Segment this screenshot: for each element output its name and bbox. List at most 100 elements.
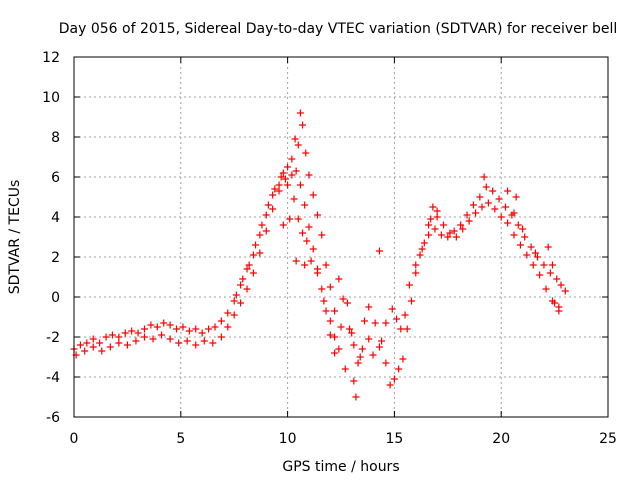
data-point bbox=[365, 303, 373, 311]
data-point bbox=[269, 205, 277, 213]
data-point bbox=[179, 323, 187, 331]
data-point bbox=[390, 375, 398, 383]
data-point bbox=[510, 209, 518, 217]
y-tick-label: 6 bbox=[51, 170, 60, 186]
data-point bbox=[472, 209, 480, 217]
data-point bbox=[301, 261, 309, 269]
data-point bbox=[288, 155, 296, 163]
data-point bbox=[407, 297, 415, 305]
data-point bbox=[416, 251, 424, 259]
data-point bbox=[252, 241, 260, 249]
data-point bbox=[102, 333, 110, 341]
x-tick-label: 15 bbox=[385, 431, 403, 447]
data-point bbox=[166, 335, 174, 343]
data-point bbox=[258, 221, 266, 229]
data-point bbox=[476, 193, 484, 201]
data-point bbox=[106, 343, 114, 351]
data-point bbox=[296, 109, 304, 117]
data-point bbox=[166, 321, 174, 329]
data-point bbox=[354, 359, 362, 367]
data-point bbox=[209, 339, 217, 347]
data-point bbox=[512, 193, 520, 201]
data-point bbox=[294, 215, 302, 223]
data-point bbox=[245, 261, 253, 269]
data-point bbox=[433, 213, 441, 221]
data-point bbox=[388, 305, 396, 313]
data-point bbox=[446, 229, 454, 237]
data-point bbox=[173, 325, 181, 333]
data-point bbox=[459, 225, 467, 233]
data-point bbox=[230, 297, 238, 305]
data-point bbox=[510, 231, 518, 239]
data-point bbox=[192, 341, 200, 349]
data-point bbox=[482, 183, 490, 191]
data-point bbox=[291, 135, 299, 143]
data-point bbox=[158, 331, 166, 339]
data-point bbox=[497, 213, 505, 221]
data-point bbox=[262, 227, 270, 235]
data-point bbox=[305, 171, 313, 179]
data-point bbox=[318, 285, 326, 293]
data-point bbox=[322, 307, 330, 315]
data-point bbox=[292, 257, 300, 265]
data-point bbox=[269, 191, 277, 199]
data-point bbox=[358, 345, 366, 353]
y-tick-label: -6 bbox=[46, 410, 60, 426]
y-tick-label: 0 bbox=[51, 290, 60, 306]
data-point bbox=[243, 265, 251, 273]
data-point bbox=[375, 247, 383, 255]
data-point bbox=[478, 203, 486, 211]
data-point bbox=[288, 171, 296, 179]
axis-ticks bbox=[73, 56, 609, 418]
data-point bbox=[132, 337, 140, 345]
data-point bbox=[89, 335, 97, 343]
data-point bbox=[318, 231, 326, 239]
data-point bbox=[546, 269, 554, 277]
data-point bbox=[412, 261, 420, 269]
data-points bbox=[70, 109, 569, 401]
data-point bbox=[284, 181, 292, 189]
data-point bbox=[108, 331, 116, 339]
data-point bbox=[356, 353, 364, 361]
data-point bbox=[561, 287, 569, 295]
data-point bbox=[360, 317, 368, 325]
data-point bbox=[335, 345, 343, 353]
data-point bbox=[198, 329, 206, 337]
data-point bbox=[542, 285, 550, 293]
data-point bbox=[115, 333, 123, 341]
data-point bbox=[365, 335, 373, 343]
data-point bbox=[121, 329, 129, 337]
data-point bbox=[534, 253, 542, 261]
data-point bbox=[548, 261, 556, 269]
plot-frame bbox=[73, 56, 609, 418]
data-point bbox=[350, 341, 358, 349]
data-point bbox=[346, 325, 354, 333]
data-point bbox=[224, 323, 232, 331]
data-point bbox=[544, 243, 552, 251]
chart-title: Day 056 of 2015, Sidereal Day-to-day VTE… bbox=[59, 21, 618, 37]
data-point bbox=[331, 349, 339, 357]
data-point bbox=[375, 343, 383, 351]
data-point bbox=[96, 339, 104, 347]
data-point bbox=[185, 327, 193, 335]
data-point bbox=[249, 251, 257, 259]
data-point bbox=[147, 321, 155, 329]
data-point bbox=[343, 299, 351, 307]
data-point bbox=[243, 285, 251, 293]
data-point bbox=[504, 219, 512, 227]
data-point bbox=[160, 319, 168, 327]
data-point bbox=[557, 281, 565, 289]
data-point bbox=[89, 343, 97, 351]
data-point bbox=[314, 269, 322, 277]
data-point bbox=[292, 167, 300, 175]
data-point bbox=[465, 217, 473, 225]
data-point bbox=[281, 175, 289, 183]
data-point bbox=[320, 297, 328, 305]
data-point bbox=[516, 241, 524, 249]
data-point bbox=[341, 365, 349, 373]
x-axis-label: GPS time / hours bbox=[282, 459, 399, 475]
data-point bbox=[431, 225, 439, 233]
grid-lines bbox=[74, 57, 608, 417]
data-point bbox=[337, 323, 345, 331]
data-point bbox=[393, 315, 401, 323]
